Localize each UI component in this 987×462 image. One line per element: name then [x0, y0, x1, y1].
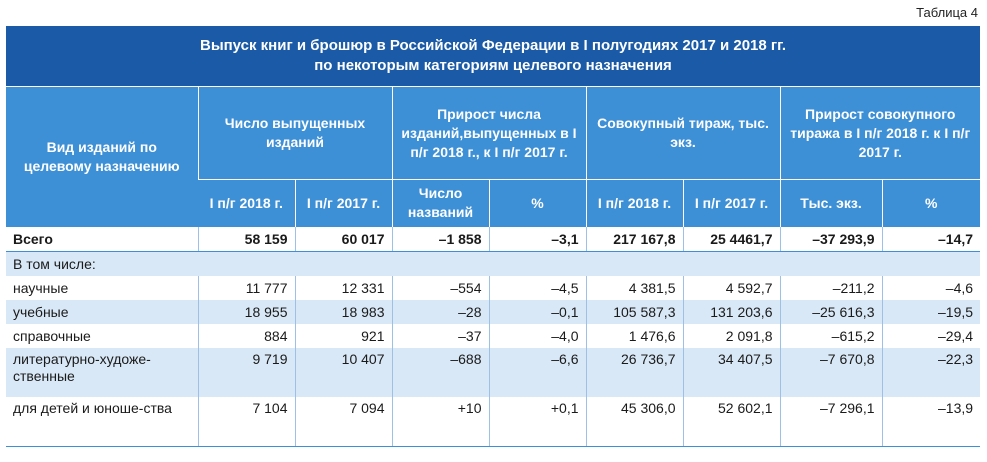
- table-title: Выпуск книг и брошюр в Российской Федера…: [6, 26, 981, 87]
- row-name: справочные: [13, 327, 91, 344]
- header-pct: %: [488, 179, 586, 227]
- cell-dtp: –14,7: [881, 226, 981, 252]
- cell-dt: –211,2: [779, 276, 882, 300]
- cell-dtp: –4,6: [881, 276, 981, 300]
- header-count-growth: Прирост числа изданий,выпущенных в I п/г…: [391, 86, 586, 180]
- cell-c18: 884: [197, 324, 295, 348]
- header-titles-count: Число названий: [391, 179, 489, 227]
- table-row: научные 11 777 12 331 –554 –4,5 4 381,5 …: [6, 276, 981, 300]
- cell-dp: +0,1: [488, 397, 586, 447]
- header-circ-growth: Прирост совокупного тиража в I п/г 2018 …: [779, 86, 981, 180]
- row-name: научные: [13, 279, 69, 296]
- header-thous: Тыс. экз.: [779, 179, 882, 227]
- cell-dn: –554: [391, 276, 489, 300]
- table-row: литературно-художе-ственные 9 719 10 407…: [6, 348, 981, 397]
- cell-t17: 34 407,5: [682, 348, 780, 397]
- cell-dt: –7 670,8: [779, 348, 882, 397]
- cell-t18: 45 306,0: [585, 397, 683, 447]
- cell-c17: 18 983: [294, 300, 392, 324]
- table-row-total: Всего 58 159 60 017 –1 858 –3,1 217 167,…: [6, 226, 981, 252]
- table-row: для детей и юноше-ства 7 104 7 094 +10 +…: [6, 397, 981, 447]
- cell-dn: –1 858: [391, 226, 489, 252]
- cell-c17: 7 094: [294, 397, 392, 447]
- cell-dn: –688: [391, 348, 489, 397]
- row-name: для детей и юноше-ства: [6, 397, 198, 447]
- cell-dp: –6,6: [488, 348, 586, 397]
- title-line-2: по некоторым категориям целевого назначе…: [314, 57, 672, 74]
- cell-t17: 25 4461,7: [682, 226, 780, 252]
- cell-t18: 4 381,5: [585, 276, 683, 300]
- cell-dtp: –19,5: [881, 300, 981, 324]
- cell-dn: –37: [391, 324, 489, 348]
- cell-c18: 11 777: [197, 276, 295, 300]
- table-caption: Таблица 4: [916, 5, 978, 20]
- cell-dtp: –22,3: [881, 348, 981, 397]
- header-circulation: Совокупный тираж, тыс. экз.: [585, 86, 780, 180]
- cell-t17: 52 602,1: [682, 397, 780, 447]
- cell-dtp: –13,9: [881, 397, 981, 447]
- header-h1-2017: I п/г 2017 г.: [294, 179, 392, 227]
- cell-t17: 131 203,6: [682, 300, 780, 324]
- cell-t17: 4 592,7: [682, 276, 780, 300]
- cell-t18: 217 167,8: [585, 226, 683, 252]
- row-name: литературно-художе-ственные: [6, 348, 198, 397]
- cell-dp: –4,0: [488, 324, 586, 348]
- table-row: справочные 884 921 –37 –4,0 1 476,6 2 09…: [6, 324, 981, 348]
- cell-dtp: –29,4: [881, 324, 981, 348]
- cell-dt: –37 293,9: [779, 226, 882, 252]
- cell-dt: –25 616,3: [779, 300, 882, 324]
- cell-dp: –4,5: [488, 276, 586, 300]
- title-line-1: Выпуск книг и брошюр в Российской Федера…: [199, 37, 787, 54]
- cell-dp: –0,1: [488, 300, 586, 324]
- cell-t18: 105 587,3: [585, 300, 683, 324]
- cell-t17: 2 091,8: [682, 324, 780, 348]
- cell-c18: 9 719: [197, 348, 295, 397]
- table-row: учебные 18 955 18 983 –28 –0,1 105 587,3…: [6, 300, 981, 324]
- cell-c17: 12 331: [294, 276, 392, 300]
- cell-c18: 58 159: [197, 226, 295, 252]
- cell-t18: 1 476,6: [585, 324, 683, 348]
- row-name: Всего: [6, 226, 198, 252]
- cell-dt: –615,2: [779, 324, 882, 348]
- cell-c17: 60 017: [294, 226, 392, 252]
- subheading: В том числе:: [6, 251, 981, 276]
- cell-c17: 921: [294, 324, 392, 348]
- cell-dn: –28: [391, 300, 489, 324]
- row-name: учебные: [6, 300, 198, 324]
- cell-c18: 7 104: [197, 397, 295, 447]
- cell-t18: 26 736,7: [585, 348, 683, 397]
- header-pct2: %: [881, 179, 981, 227]
- cell-c17: 10 407: [294, 348, 392, 397]
- header-circ-2017: I п/г 2017 г.: [682, 179, 780, 227]
- header-count: Число выпущенных изданий: [197, 86, 392, 180]
- cell-c18: 18 955: [197, 300, 295, 324]
- books-table: Выпуск книг и брошюр в Российской Федера…: [6, 26, 981, 447]
- cell-dn: +10: [391, 397, 489, 447]
- table-row-subheading: В том числе:: [6, 251, 981, 276]
- cell-dt: –7 296,1: [779, 397, 882, 447]
- cell-dp: –3,1: [488, 226, 586, 252]
- header-h1-2018: I п/г 2018 г.: [198, 179, 295, 227]
- header-type: Вид изданий по целевому назначению: [6, 86, 198, 227]
- header-circ-2018: I п/г 2018 г.: [585, 179, 683, 227]
